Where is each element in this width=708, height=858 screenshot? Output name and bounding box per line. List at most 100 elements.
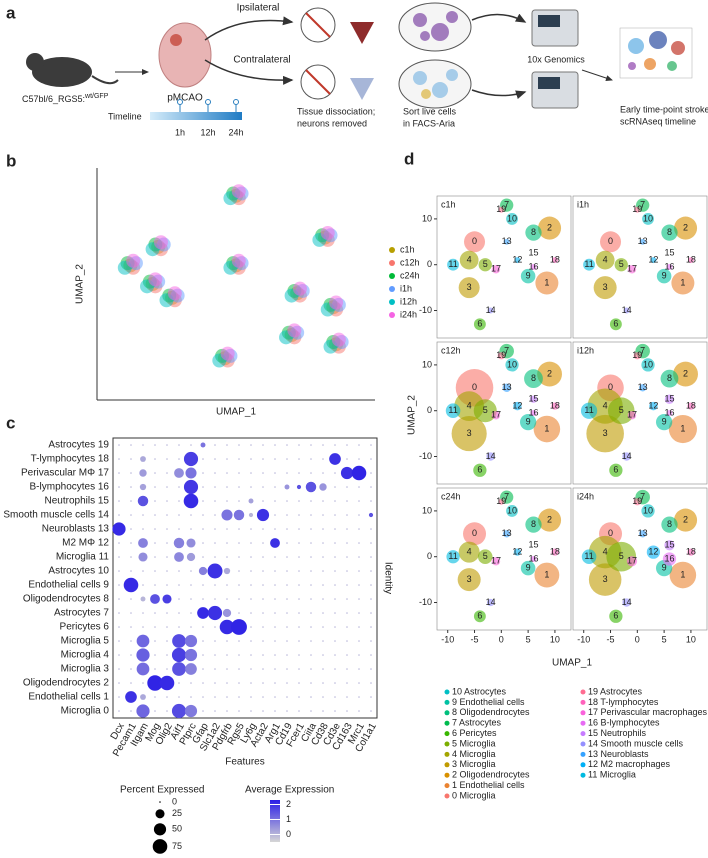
dot	[118, 542, 120, 544]
dot	[322, 528, 324, 530]
dot	[262, 710, 264, 712]
cluster	[505, 358, 519, 372]
cluster	[674, 216, 698, 240]
dot	[274, 612, 276, 614]
cluster-label: 0	[608, 236, 613, 246]
dot	[310, 710, 312, 712]
dot	[118, 598, 120, 600]
cluster	[451, 416, 487, 452]
legend-label: 13 Neuroblasts	[588, 749, 649, 759]
dot	[226, 696, 228, 698]
colorbar-label: 0	[286, 829, 291, 839]
dot	[166, 570, 168, 572]
cluster	[538, 216, 562, 240]
dot	[130, 528, 132, 530]
dot	[138, 552, 148, 562]
dot	[334, 570, 336, 572]
dot	[370, 472, 372, 474]
dot	[358, 696, 360, 698]
y-axis-label: UMAP_2	[407, 395, 418, 435]
dot	[322, 514, 324, 516]
dot	[238, 598, 240, 600]
dot	[154, 472, 156, 474]
cluster	[530, 556, 537, 562]
dot	[310, 500, 312, 502]
dot	[322, 640, 324, 642]
dot	[118, 570, 120, 572]
cluster-label: 5	[619, 259, 624, 269]
dot	[238, 500, 240, 502]
cluster-label: 13	[502, 382, 512, 392]
legend-label: 1 Endothelial cells	[452, 780, 525, 790]
dot	[274, 654, 276, 656]
cluster-label: 4	[467, 401, 472, 411]
dot	[214, 458, 216, 460]
dot	[358, 458, 360, 460]
cluster	[673, 361, 698, 387]
cluster-label: 7	[504, 200, 509, 210]
dot	[142, 612, 144, 614]
dot	[286, 598, 288, 600]
row-label: Smooth muscle cells 14	[3, 510, 109, 521]
colorbar-label: 1	[286, 814, 291, 824]
dot	[112, 522, 126, 536]
cluster-label: 7	[640, 492, 645, 502]
cluster-label: 15	[528, 394, 538, 404]
dot	[136, 648, 150, 662]
cluster	[622, 452, 631, 461]
dot	[202, 696, 204, 698]
dot	[226, 682, 228, 684]
cluster	[641, 504, 655, 518]
cluster-label: 10	[643, 213, 653, 223]
cluster-label: 19	[496, 204, 506, 214]
dot	[214, 682, 216, 684]
dot	[190, 584, 192, 586]
dot	[310, 570, 312, 572]
cluster-label: 8	[531, 373, 536, 383]
dot	[231, 619, 247, 635]
dot	[274, 710, 276, 712]
dot	[346, 710, 348, 712]
cluster	[486, 452, 495, 461]
cluster	[530, 410, 537, 416]
dot	[223, 567, 231, 575]
dot	[286, 682, 288, 684]
dot	[178, 612, 180, 614]
dot	[226, 584, 228, 586]
dot	[174, 468, 184, 478]
legend-swatch	[444, 710, 450, 716]
dot	[358, 640, 360, 642]
row-label: Oligodendrocytes 2	[23, 678, 110, 689]
dot	[142, 682, 144, 684]
cluster-label: 12	[648, 547, 658, 557]
cluster-label: 15	[664, 394, 674, 404]
dot	[310, 612, 312, 614]
result: Early time-point stroke	[620, 104, 708, 114]
dot	[334, 668, 336, 670]
dot	[238, 444, 240, 446]
dot	[286, 556, 288, 558]
legend-label: c24h	[400, 270, 420, 280]
dot	[358, 584, 360, 586]
row-label: Neutrophils 15	[45, 496, 110, 507]
cluster-label: 2	[547, 222, 552, 232]
strain: C57bl/6_RGS5:wt/GFP	[22, 93, 109, 105]
dot	[358, 668, 360, 670]
row-label: Microglia 3	[61, 664, 110, 675]
legend-label: 15 Neutrophils	[588, 728, 647, 738]
dot	[298, 682, 300, 684]
dot	[185, 663, 197, 675]
dot	[118, 696, 120, 698]
dot	[286, 710, 288, 712]
x-tick-label: 5	[662, 634, 667, 644]
timepoint: 1h	[175, 127, 185, 137]
legend-label: 9 Endothelial cells	[452, 697, 525, 707]
dot	[178, 696, 180, 698]
dot	[118, 472, 120, 474]
cluster-label: 5	[619, 405, 624, 415]
row-label: Oligodendrocytes 8	[23, 594, 110, 605]
dot	[136, 634, 150, 648]
cluster	[534, 562, 560, 588]
y-axis-label: Identity	[382, 562, 393, 594]
cluster-label: 3	[467, 282, 472, 292]
